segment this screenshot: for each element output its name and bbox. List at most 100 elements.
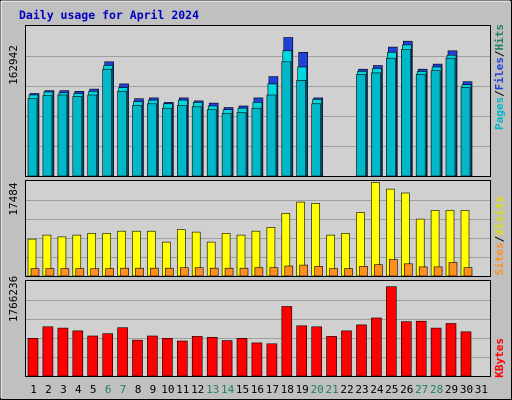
legend-sep3: / bbox=[493, 235, 506, 242]
x-label-day-12: 12 bbox=[191, 383, 204, 396]
svg-text:Sites/Visits: Sites/Visits bbox=[493, 196, 506, 276]
chart-title: Daily usage for April 2024 bbox=[19, 8, 199, 22]
bar-visits-day-28 bbox=[430, 210, 440, 277]
bar-kbytes-day-12 bbox=[191, 336, 203, 377]
bar-pages-day-30 bbox=[460, 87, 471, 177]
x-label-day-8: 8 bbox=[135, 383, 142, 396]
bar-pages-day-29 bbox=[445, 57, 456, 177]
x-label-day-10: 10 bbox=[161, 383, 174, 396]
bar-kbytes-day-16 bbox=[251, 342, 263, 377]
svg-text:Pages/Files/Hits: Pages/Files/Hits bbox=[493, 24, 506, 130]
x-label-day-11: 11 bbox=[176, 383, 189, 396]
x-label-day-30: 30 bbox=[460, 383, 473, 396]
bar-pages-day-9 bbox=[147, 103, 157, 177]
x-label-day-2: 2 bbox=[45, 383, 52, 396]
x-label-day-20: 20 bbox=[311, 383, 324, 396]
bar-sites-day-1 bbox=[30, 268, 40, 277]
x-label-day-14: 14 bbox=[221, 383, 235, 396]
bar-kbytes-day-22 bbox=[341, 330, 352, 377]
x-label-day-17: 17 bbox=[266, 383, 279, 396]
bar-kbytes-day-13 bbox=[206, 336, 218, 377]
bar-pages-day-18 bbox=[281, 61, 292, 177]
bar-sites-day-14 bbox=[224, 267, 234, 277]
x-label-day-7: 7 bbox=[120, 383, 127, 396]
bar-sites-day-20 bbox=[314, 266, 324, 277]
panel3-ymax-label: 1766236 bbox=[7, 276, 20, 322]
bar-kbytes-day-3 bbox=[57, 327, 69, 377]
legend-visits: Visits bbox=[493, 196, 506, 236]
x-label-day-31: 31 bbox=[475, 383, 488, 396]
bar-sites-day-11 bbox=[180, 267, 189, 277]
bar-kbytes-day-9 bbox=[147, 335, 158, 377]
x-label-day-5: 5 bbox=[90, 383, 97, 396]
x-label-day-26: 26 bbox=[400, 383, 413, 396]
bar-kbytes-day-1 bbox=[27, 337, 39, 377]
x-label-day-6: 6 bbox=[105, 383, 112, 396]
bar-kbytes-day-5 bbox=[87, 335, 98, 377]
panel1-ymax-label: 162942 bbox=[7, 45, 20, 85]
bar-pages-day-7 bbox=[117, 91, 127, 177]
bar-pages-day-2 bbox=[42, 95, 53, 177]
bar-sites-day-6 bbox=[105, 268, 114, 277]
x-label-day-16: 16 bbox=[251, 383, 264, 396]
bar-kbytes-day-23 bbox=[356, 324, 367, 377]
bar-sites-day-5 bbox=[90, 268, 99, 277]
x-label-day-29: 29 bbox=[445, 383, 458, 396]
bar-sites-day-13 bbox=[209, 267, 219, 277]
bar-pages-day-28 bbox=[430, 70, 441, 177]
bar-pages-day-12 bbox=[191, 106, 202, 177]
bar-pages-day-17 bbox=[266, 94, 277, 177]
bar-sites-day-3 bbox=[60, 268, 70, 277]
bar-pages-day-3 bbox=[57, 94, 68, 177]
bar-kbytes-day-27 bbox=[415, 320, 427, 377]
bar-sites-day-4 bbox=[75, 268, 85, 277]
x-label-day-15: 15 bbox=[236, 383, 249, 396]
legend-sep1: / bbox=[493, 90, 506, 97]
bar-pages-day-19 bbox=[296, 80, 307, 177]
bar-pages-day-24 bbox=[371, 72, 381, 177]
legend-hits: Hits bbox=[493, 24, 506, 51]
bar-sites-day-2 bbox=[45, 268, 55, 277]
x-label-day-18: 18 bbox=[281, 383, 294, 396]
x-label-day-3: 3 bbox=[60, 383, 67, 396]
bar-pages-day-26 bbox=[400, 48, 411, 177]
bar-sites-day-24 bbox=[374, 264, 383, 277]
bar-sites-day-21 bbox=[329, 268, 338, 277]
bar-sites-day-10 bbox=[165, 267, 174, 277]
bar-sites-day-17 bbox=[269, 267, 279, 277]
bar-kbytes-day-25 bbox=[385, 286, 397, 377]
bar-kbytes-day-19 bbox=[296, 325, 308, 377]
bar-pages-day-6 bbox=[102, 68, 112, 177]
x-label-day-25: 25 bbox=[385, 383, 398, 396]
bar-kbytes-day-30 bbox=[460, 331, 472, 377]
bar-pages-day-5 bbox=[87, 94, 97, 177]
bar-pages-day-1 bbox=[27, 98, 38, 177]
bar-pages-day-11 bbox=[177, 105, 187, 177]
x-label-day-21: 21 bbox=[325, 383, 338, 396]
bar-kbytes-day-21 bbox=[326, 336, 337, 377]
x-label-day-24: 24 bbox=[370, 383, 384, 396]
x-label-day-28: 28 bbox=[430, 383, 443, 396]
x-label-day-1: 1 bbox=[30, 383, 37, 396]
legend-kbytes: KBytes bbox=[493, 338, 506, 378]
x-label-day-13: 13 bbox=[206, 383, 219, 396]
bar-pages-day-4 bbox=[72, 96, 83, 177]
bar-pages-day-15 bbox=[236, 112, 247, 177]
bar-sites-day-23 bbox=[359, 266, 368, 277]
x-label-day-4: 4 bbox=[75, 383, 82, 396]
bar-kbytes-day-7 bbox=[117, 327, 128, 377]
bar-sites-day-16 bbox=[254, 267, 264, 277]
bar-pages-day-14 bbox=[221, 113, 232, 177]
bar-visits-day-24 bbox=[371, 182, 380, 277]
bar-pages-day-23 bbox=[356, 74, 366, 177]
bar-sites-day-25 bbox=[388, 259, 398, 277]
x-label-day-23: 23 bbox=[355, 383, 368, 396]
bar-kbytes-day-28 bbox=[430, 327, 442, 377]
legend-sites: Sites bbox=[493, 242, 506, 275]
bar-sites-day-30 bbox=[463, 267, 473, 277]
bar-visits-day-30 bbox=[460, 210, 470, 277]
legend-sep2: / bbox=[493, 50, 506, 57]
x-label-day-9: 9 bbox=[150, 383, 157, 396]
bar-kbytes-day-18 bbox=[281, 306, 293, 377]
bar-kbytes-day-24 bbox=[371, 317, 382, 377]
